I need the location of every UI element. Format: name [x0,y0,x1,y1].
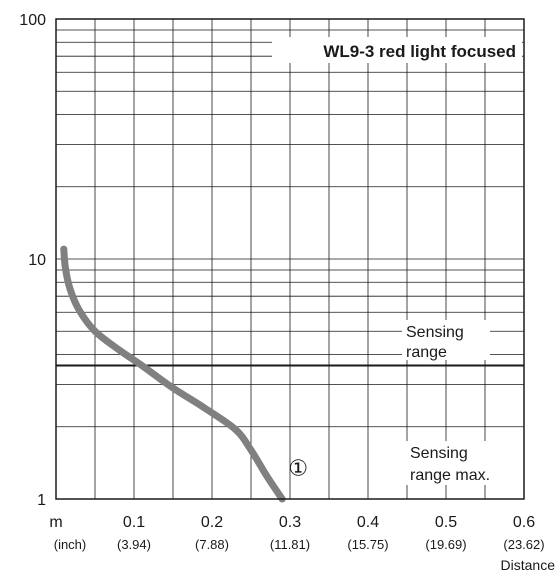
grid-lines [56,19,524,499]
sensing-range-max-label-line2: range max. [410,467,490,484]
x-tick-label: 0.5 [435,514,457,531]
x-tick-inch-label: (19.69) [425,537,466,552]
x-tick-label: 0.6 [513,514,535,531]
title-box-group: WL9-3 red light focused [272,37,522,63]
x-tick-label: 0.4 [357,514,379,531]
annotations: Sensing range Sensing range max. [402,320,512,485]
x-unit-alt-label: (inch) [54,537,87,552]
x-tick-label: 0.3 [279,514,301,531]
x-tick-labels: 0.1 (3.94) 0.2 (7.88) 0.3 (11.81) 0.4 (15.75) 0.… [117,514,545,552]
curve-marker-label: ① [288,456,308,481]
y-tick-label-100: 100 [19,12,46,29]
sensing-range-label-line1: Sensing [406,324,464,341]
axis-labels: 100 10 1 m (inch) Distance [19,12,555,573]
x-tick-inch-label: (7.88) [195,537,229,552]
x-tick-inch-label: (15.75) [347,537,388,552]
y-tick-label-10: 10 [28,252,46,269]
x-tick-inch-label: (3.94) [117,537,151,552]
x-tick-label: 0.1 [123,514,145,531]
x-unit-label: m [49,514,62,531]
sensing-range-label-line2: range [406,344,447,361]
x-axis-title: Distance [501,557,556,573]
chart-title: WL9-3 red light focused [323,42,516,61]
series-group: ① [64,249,308,499]
x-tick-label: 0.2 [201,514,223,531]
x-tick-inch-label: (11.81) [270,537,310,552]
x-tick-inch-label: (23.62) [503,537,544,552]
sensing-range-max-label-line1: Sensing [410,445,468,462]
y-tick-label-1: 1 [37,492,46,509]
